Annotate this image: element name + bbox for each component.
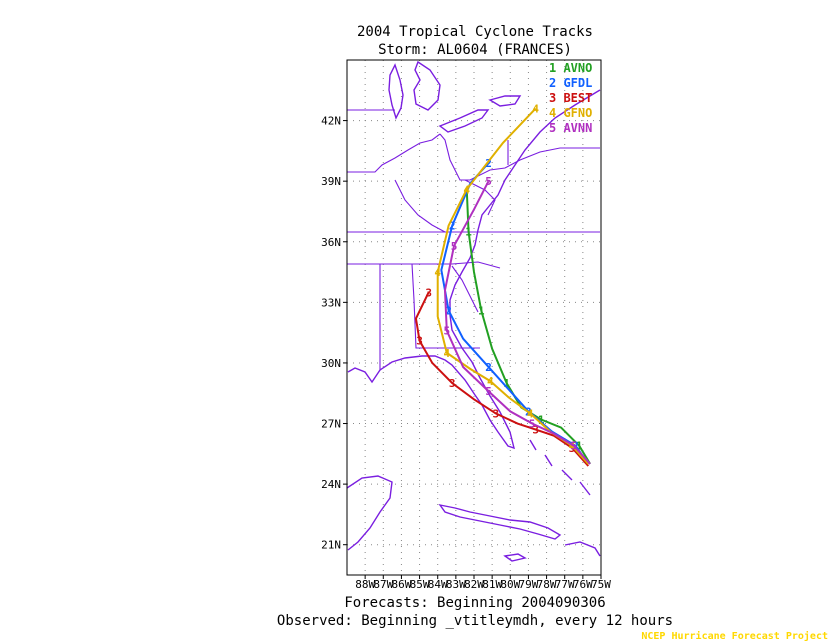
track-marker: 4 <box>532 102 539 115</box>
track-marker: 4 <box>487 375 494 388</box>
track-marker: 5 <box>443 325 450 338</box>
x-tick-label: 80W <box>500 578 520 591</box>
x-tick-label: 87W <box>373 578 393 591</box>
track-marker: 4 <box>443 347 450 360</box>
y-tick-label: 33N <box>321 296 341 309</box>
x-tick-label: 79W <box>518 578 538 591</box>
forecast-caption: Forecasts: Beginning 2004090306 <box>344 595 605 611</box>
bahamas <box>529 439 591 496</box>
track-marker: 5 <box>570 440 577 453</box>
legend-entry-gfdl: 2 GFDL <box>549 76 592 90</box>
map-background <box>347 60 601 575</box>
x-tick-label: 76W <box>573 578 593 591</box>
track-line-avnn <box>443 180 591 465</box>
track-marker: 5 <box>485 385 492 398</box>
track-marker: 3 <box>492 407 499 420</box>
track-line-gfno <box>436 107 590 465</box>
x-tick-label: 84W <box>428 578 448 591</box>
x-tick-label: 86W <box>391 578 411 591</box>
y-tick-label: 24N <box>321 478 341 491</box>
track-marker: 5 <box>485 175 492 188</box>
y-tick-label: 39N <box>321 175 341 188</box>
x-tick-label: 88W <box>355 578 375 591</box>
track-marker: 3 <box>532 424 539 437</box>
track-marker: 3 <box>449 377 456 390</box>
hispaniola <box>564 541 601 557</box>
x-tick-label: 81W <box>482 578 502 591</box>
track-marker: 1 <box>465 226 472 239</box>
cuba <box>438 503 562 540</box>
y-tick-label: 42N <box>321 115 341 128</box>
lake-huron <box>413 60 441 111</box>
y-tick-label: 30N <box>321 357 341 370</box>
y-tick-label: 21N <box>321 539 341 552</box>
track-marker: 1 <box>538 413 545 426</box>
track-marker: 4 <box>463 183 470 196</box>
legend-entry-gfno: 4 GFNO <box>549 106 592 120</box>
y-tick-label: 27N <box>321 418 341 431</box>
lake-erie <box>438 109 490 133</box>
x-tick-label: 82W <box>464 578 484 591</box>
x-tick-label: 85W <box>410 578 430 591</box>
track-marker: 2 <box>445 304 452 317</box>
track-marker: 1 <box>503 377 510 390</box>
legend-entry-best: 3 BEST <box>549 91 592 105</box>
y-tick-label: 36N <box>321 236 341 249</box>
jamaica <box>503 553 527 562</box>
plot-frame <box>346 59 602 576</box>
x-tick-label: 75W <box>591 578 611 591</box>
coastlines <box>347 60 601 562</box>
x-tick-label: 77W <box>555 578 575 591</box>
track-marker: 4 <box>527 407 534 420</box>
gridlines <box>347 60 601 575</box>
legend-entry-avno: 1 AVNO <box>549 61 592 75</box>
track-line-avno <box>465 189 591 465</box>
observed-caption: Observed: Beginning _vtitleymdh, every 1… <box>277 613 673 629</box>
legend-entry-avnn: 5 AVNN <box>549 121 592 135</box>
track-line-best <box>414 291 590 467</box>
lake-michigan <box>388 63 404 120</box>
x-axis-ticks: 88W87W86W85W84W83W82W81W80W79W78W77W76W7… <box>355 575 611 591</box>
track-line-gfdl <box>440 162 590 465</box>
track-marker: 3 <box>416 335 423 348</box>
yucatan <box>347 475 393 551</box>
us-east-coast <box>347 89 601 450</box>
track-marker: 2 <box>485 157 492 170</box>
track-marker: 3 <box>425 286 432 299</box>
x-tick-label: 83W <box>446 578 466 591</box>
track-marker: 2 <box>449 220 456 233</box>
track-marker: 5 <box>529 418 536 431</box>
credit-label: NCEP Hurricane Forecast Project <box>641 630 828 642</box>
x-tick-label: 78W <box>537 578 557 591</box>
track-marker: 3 <box>569 442 576 455</box>
chart-title: 2004 Tropical Cyclone Tracks <box>357 24 593 40</box>
track-marker: 1 <box>576 440 583 453</box>
chart-subtitle: Storm: AL0604 (FRANCES) <box>378 42 572 58</box>
track-marker: 4 <box>569 440 576 453</box>
track-marker: 1 <box>478 304 485 317</box>
track-marker: 2 <box>485 361 492 374</box>
track-marker: 4 <box>434 266 441 279</box>
track-marker: 2 <box>572 440 579 453</box>
lake-ontario <box>488 95 522 107</box>
y-axis-ticks: 21N 24N 27N 30N 33N 36N 39N 42N <box>321 115 347 552</box>
track-marker: 5 <box>451 240 458 253</box>
